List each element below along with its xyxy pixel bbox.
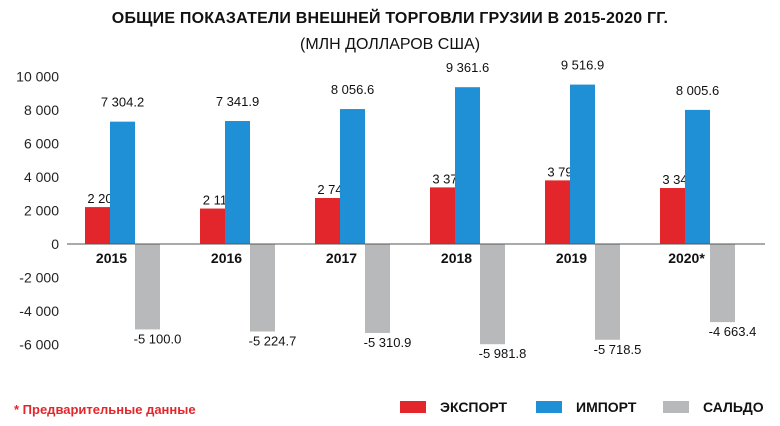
legend-item-balance: САЛЬДО [663,399,764,415]
data-label-import: 8 005.6 [676,83,719,98]
y-tick-label: 2 000 [24,203,59,219]
y-tick-label: -4 000 [19,303,59,319]
data-label-import: 9 516.9 [561,58,604,73]
y-tick-label: 4 000 [24,169,59,185]
y-tick-label: 10 000 [16,69,59,85]
bar-balance [250,244,275,332]
data-label-balance: -5 224.7 [249,334,297,349]
bar-import [340,109,365,245]
data-label-balance: -5 718.5 [594,342,642,357]
bar-import [685,109,710,245]
x-tick-label: 2016 [211,250,242,266]
legend-label-export: ЭКСПОРТ [440,399,508,415]
bar-import [570,84,595,245]
bar-export [315,198,340,244]
data-label-balance: -5 100.0 [134,331,182,346]
data-label-import: 8 056.6 [331,82,374,97]
chart-title: ОБЩИЕ ПОКАЗАТЕЛИ ВНЕШНЕЙ ТОРГОВЛИ ГРУЗИИ… [111,10,669,27]
bar-balance [365,244,390,333]
data-label-balance: -4 663.4 [709,324,757,339]
y-tick-label: 0 [51,236,59,252]
footnote: * Предварительные данные [14,402,196,417]
data-label-import: 7 304.2 [101,95,144,110]
y-tick-label: -2 000 [19,270,59,286]
data-label-balance: -5 981.8 [479,346,527,361]
bar-import [110,121,135,244]
data-label-balance: -5 310.9 [364,335,412,350]
legend-swatch-export [400,401,426,413]
legend-swatch-balance [663,401,689,413]
bar-balance [480,244,505,345]
bar-import [225,121,250,244]
y-tick-label: 8 000 [24,102,59,118]
y-tick-label: 6 000 [24,136,59,152]
chart-subtitle: (МЛН ДОЛЛАРОВ США) [299,36,481,53]
bar-balance [710,244,735,323]
x-tick-label: 2020* [668,250,705,266]
data-label-import: 9 361.6 [446,60,489,75]
x-tick-label: 2019 [556,250,587,266]
legend-label-balance: САЛЬДО [703,399,764,415]
bar-export [545,180,570,244]
bar-balance [135,244,160,330]
x-tick-label: 2017 [326,250,357,266]
y-tick-label: -6 000 [19,337,59,353]
data-label-import: 7 341.9 [216,94,259,109]
legend-swatch-import [536,401,562,413]
bar-export [85,207,110,244]
bar-export [200,208,225,244]
bar-export [660,188,685,244]
bar-export [430,187,455,244]
legend-item-import: ИМПОРТ [536,399,636,415]
bar-balance [595,244,620,340]
legend-item-export: ЭКСПОРТ [400,399,507,415]
legend-label-import: ИМПОРТ [576,399,637,415]
x-tick-label: 2015 [96,250,127,266]
x-tick-label: 2018 [441,250,472,266]
bar-import [455,87,480,244]
